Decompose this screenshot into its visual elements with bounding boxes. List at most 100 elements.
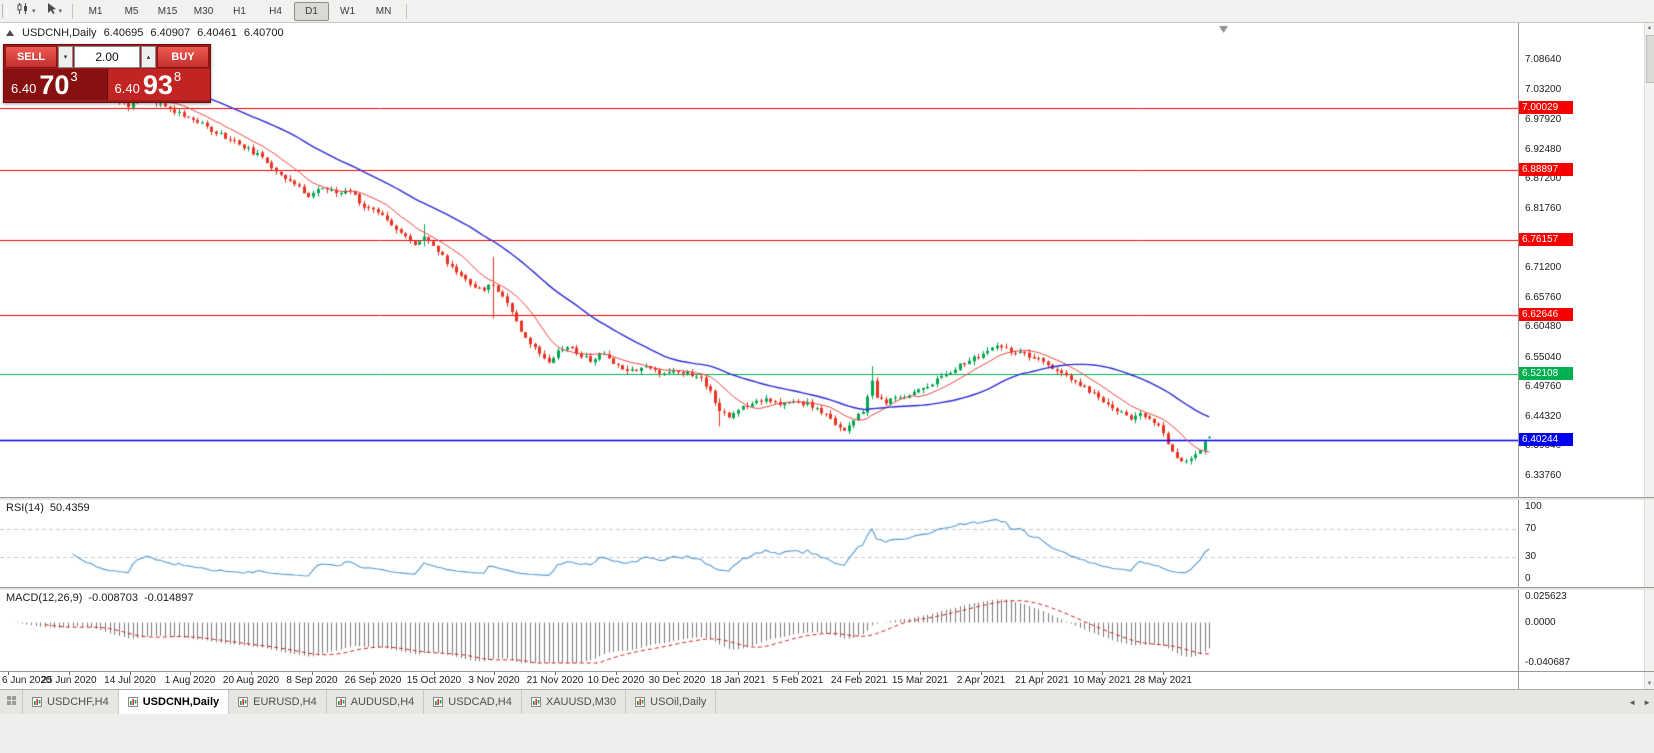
- date-axis-tick: [69, 672, 70, 675]
- date-axis-label: 15 Oct 2020: [406, 675, 462, 686]
- buy-price-big: 93: [142, 70, 173, 101]
- chevron-down-icon: ▾: [58, 8, 63, 15]
- price-scale-label: 6.92480: [1525, 144, 1562, 155]
- cursor-tool-button[interactable]: ▾: [42, 1, 67, 21]
- date-axis-label: 18 Jan 2021: [710, 675, 766, 686]
- sell-price-sup: 3: [70, 69, 78, 84]
- date-axis-label: 5 Feb 2021: [772, 675, 824, 686]
- rsi-chart-canvas[interactable]: [0, 499, 1518, 587]
- timeframe-button-m15[interactable]: M15: [157, 5, 178, 17]
- buy-price-sup: 8: [173, 69, 182, 84]
- chart-tab-eurusd-h4[interactable]: EURUSD,H4: [229, 690, 327, 714]
- volume-increase-icon: ▴: [146, 54, 151, 61]
- chart-tab-icon: [238, 697, 249, 707]
- price-scale-label: 7.08640: [1525, 54, 1562, 65]
- ohlc-high: 6.40907: [150, 27, 191, 39]
- candlestick-chart-icon: [16, 2, 30, 20]
- date-axis-tick: [312, 672, 313, 675]
- chart-tab-usdcad-h4[interactable]: USDCAD,H4: [424, 690, 522, 714]
- vertical-scrollbar[interactable]: ▲ ▼: [1644, 22, 1654, 689]
- price-scale-label: 6.81760: [1525, 203, 1562, 214]
- timeframe-button-m1[interactable]: M1: [88, 5, 103, 17]
- scroll-down-icon[interactable]: ▼: [1646, 680, 1653, 687]
- time-axis[interactable]: 6 Jun 2020 25 Jun 2020 14 Jul 2020 1 Aug 20…: [0, 672, 1518, 689]
- chart-tab-icon: [32, 697, 42, 707]
- toolbar-grip[interactable]: [2, 4, 7, 18]
- panel-divider[interactable]: [0, 587, 1654, 590]
- chart-tab-label: USDCNH,Daily: [142, 696, 220, 708]
- window-footer: [0, 713, 1654, 753]
- macd-chart-canvas[interactable]: [0, 589, 1518, 671]
- chart-tab-xauusd-m30[interactable]: XAUUSD,M30: [522, 690, 627, 714]
- tab-scroll-controls: ◄ ►: [1628, 690, 1651, 714]
- chart-tab-label: AUDUSD,H4: [350, 696, 415, 708]
- ohlc-low: 6.40461: [197, 27, 237, 39]
- panel-divider[interactable]: [0, 497, 1654, 500]
- date-axis-tick: [8, 672, 9, 675]
- tab-scroll-right-button[interactable]: ►: [1643, 698, 1651, 707]
- level-price-tag: 7.00029: [1519, 101, 1573, 114]
- macd-scale-label: 0.0000: [1525, 617, 1556, 628]
- timeframe-button-m30[interactable]: M30: [193, 5, 214, 17]
- timeframe-button-d1[interactable]: D1: [294, 1, 330, 21]
- price-chart-canvas[interactable]: [0, 22, 1518, 497]
- sell-button[interactable]: SELL: [5, 46, 57, 68]
- date-axis-label: 15 Mar 2021: [891, 675, 949, 686]
- timeframe-button-h1[interactable]: H1: [233, 5, 246, 17]
- timeframe-button-m5[interactable]: M5: [124, 5, 139, 17]
- rsi-title: RSI(14): [6, 502, 44, 514]
- volume-control: ▾ 2.00 ▴: [58, 46, 156, 68]
- cursor-arrow-icon: [46, 2, 57, 20]
- date-axis-tick: [373, 672, 374, 675]
- date-axis-tick: [920, 672, 921, 675]
- date-axis-label: 21 Apr 2021: [1015, 675, 1069, 686]
- date-axis-tick: [1163, 672, 1164, 675]
- chart-tab-label: USOil,Daily: [650, 696, 707, 708]
- timeframe-button-w1[interactable]: W1: [340, 5, 356, 17]
- chart-tab-icon: [335, 697, 346, 707]
- price-scale[interactable]: 7.08640 7.03200 6.97920 6.92480 6.87200 6.817…: [1518, 22, 1645, 689]
- volume-decrease-button[interactable]: ▾: [58, 46, 73, 68]
- scroll-up-icon[interactable]: ▲: [1646, 24, 1653, 31]
- price-scale-label: 6.55040: [1525, 352, 1562, 363]
- window-list-button[interactable]: [0, 690, 23, 714]
- date-axis-tick: [130, 672, 131, 675]
- rsi-scale-label: 100: [1525, 501, 1542, 512]
- timeframe-toolbar: M1 M5 M15 M30 H1 H4 D1 W1 MN: [78, 1, 401, 21]
- price-scale-label: 6.49760: [1525, 381, 1562, 392]
- timeframe-button-mn[interactable]: MN: [375, 5, 392, 17]
- timeframe-button-h4[interactable]: H4: [269, 5, 282, 17]
- volume-increase-button[interactable]: ▴: [141, 46, 156, 68]
- date-axis-tick: [1102, 672, 1103, 675]
- one-click-panel-toggle-icon[interactable]: [6, 30, 14, 36]
- date-axis-label: 10 Dec 2020: [587, 675, 645, 686]
- chart-tab-usoil-daily[interactable]: USOil,Daily: [626, 690, 717, 714]
- tab-scroll-left-button[interactable]: ◄: [1628, 698, 1636, 707]
- scrollbar-thumb[interactable]: [1646, 35, 1654, 83]
- date-axis-label: 10 May 2021: [1073, 675, 1131, 686]
- date-axis-label: 21 Nov 2020: [526, 675, 584, 686]
- date-axis-tick: [555, 672, 556, 675]
- date-axis-label: 28 May 2021: [1134, 675, 1192, 686]
- chart-tab-usdcnh-daily[interactable]: USDCNH,Daily: [118, 690, 230, 714]
- buy-price[interactable]: 6.40 93 8: [107, 69, 210, 101]
- macd-value-main: -0.008703: [88, 592, 138, 604]
- level-price-tag: 6.62646: [1519, 308, 1573, 321]
- volume-decrease-icon: ▾: [63, 54, 68, 61]
- buy-button[interactable]: BUY: [157, 46, 209, 68]
- date-axis-tick: [859, 672, 860, 675]
- level-price-tag: 6.52108: [1519, 367, 1573, 380]
- current-price-tag: 6.40244: [1519, 433, 1573, 446]
- date-axis-tick: [190, 672, 191, 675]
- volume-input[interactable]: 2.00: [74, 46, 140, 68]
- chart-tab-icon: [530, 697, 541, 707]
- chart-tab-label: USDCAD,H4: [448, 696, 512, 708]
- buy-price-small: 6.40: [114, 81, 140, 96]
- chart-tab-audusd-h4[interactable]: AUDUSD,H4: [327, 690, 425, 714]
- time-axis-line: [0, 671, 1654, 672]
- chart-type-button[interactable]: ▾: [12, 1, 40, 21]
- sell-price[interactable]: 6.40 70 3: [4, 69, 108, 100]
- date-axis-tick: [616, 672, 617, 675]
- chart-tab-usdchf-h4[interactable]: USDCHF,H4: [23, 690, 119, 714]
- rsi-scale-label: 0: [1525, 573, 1531, 584]
